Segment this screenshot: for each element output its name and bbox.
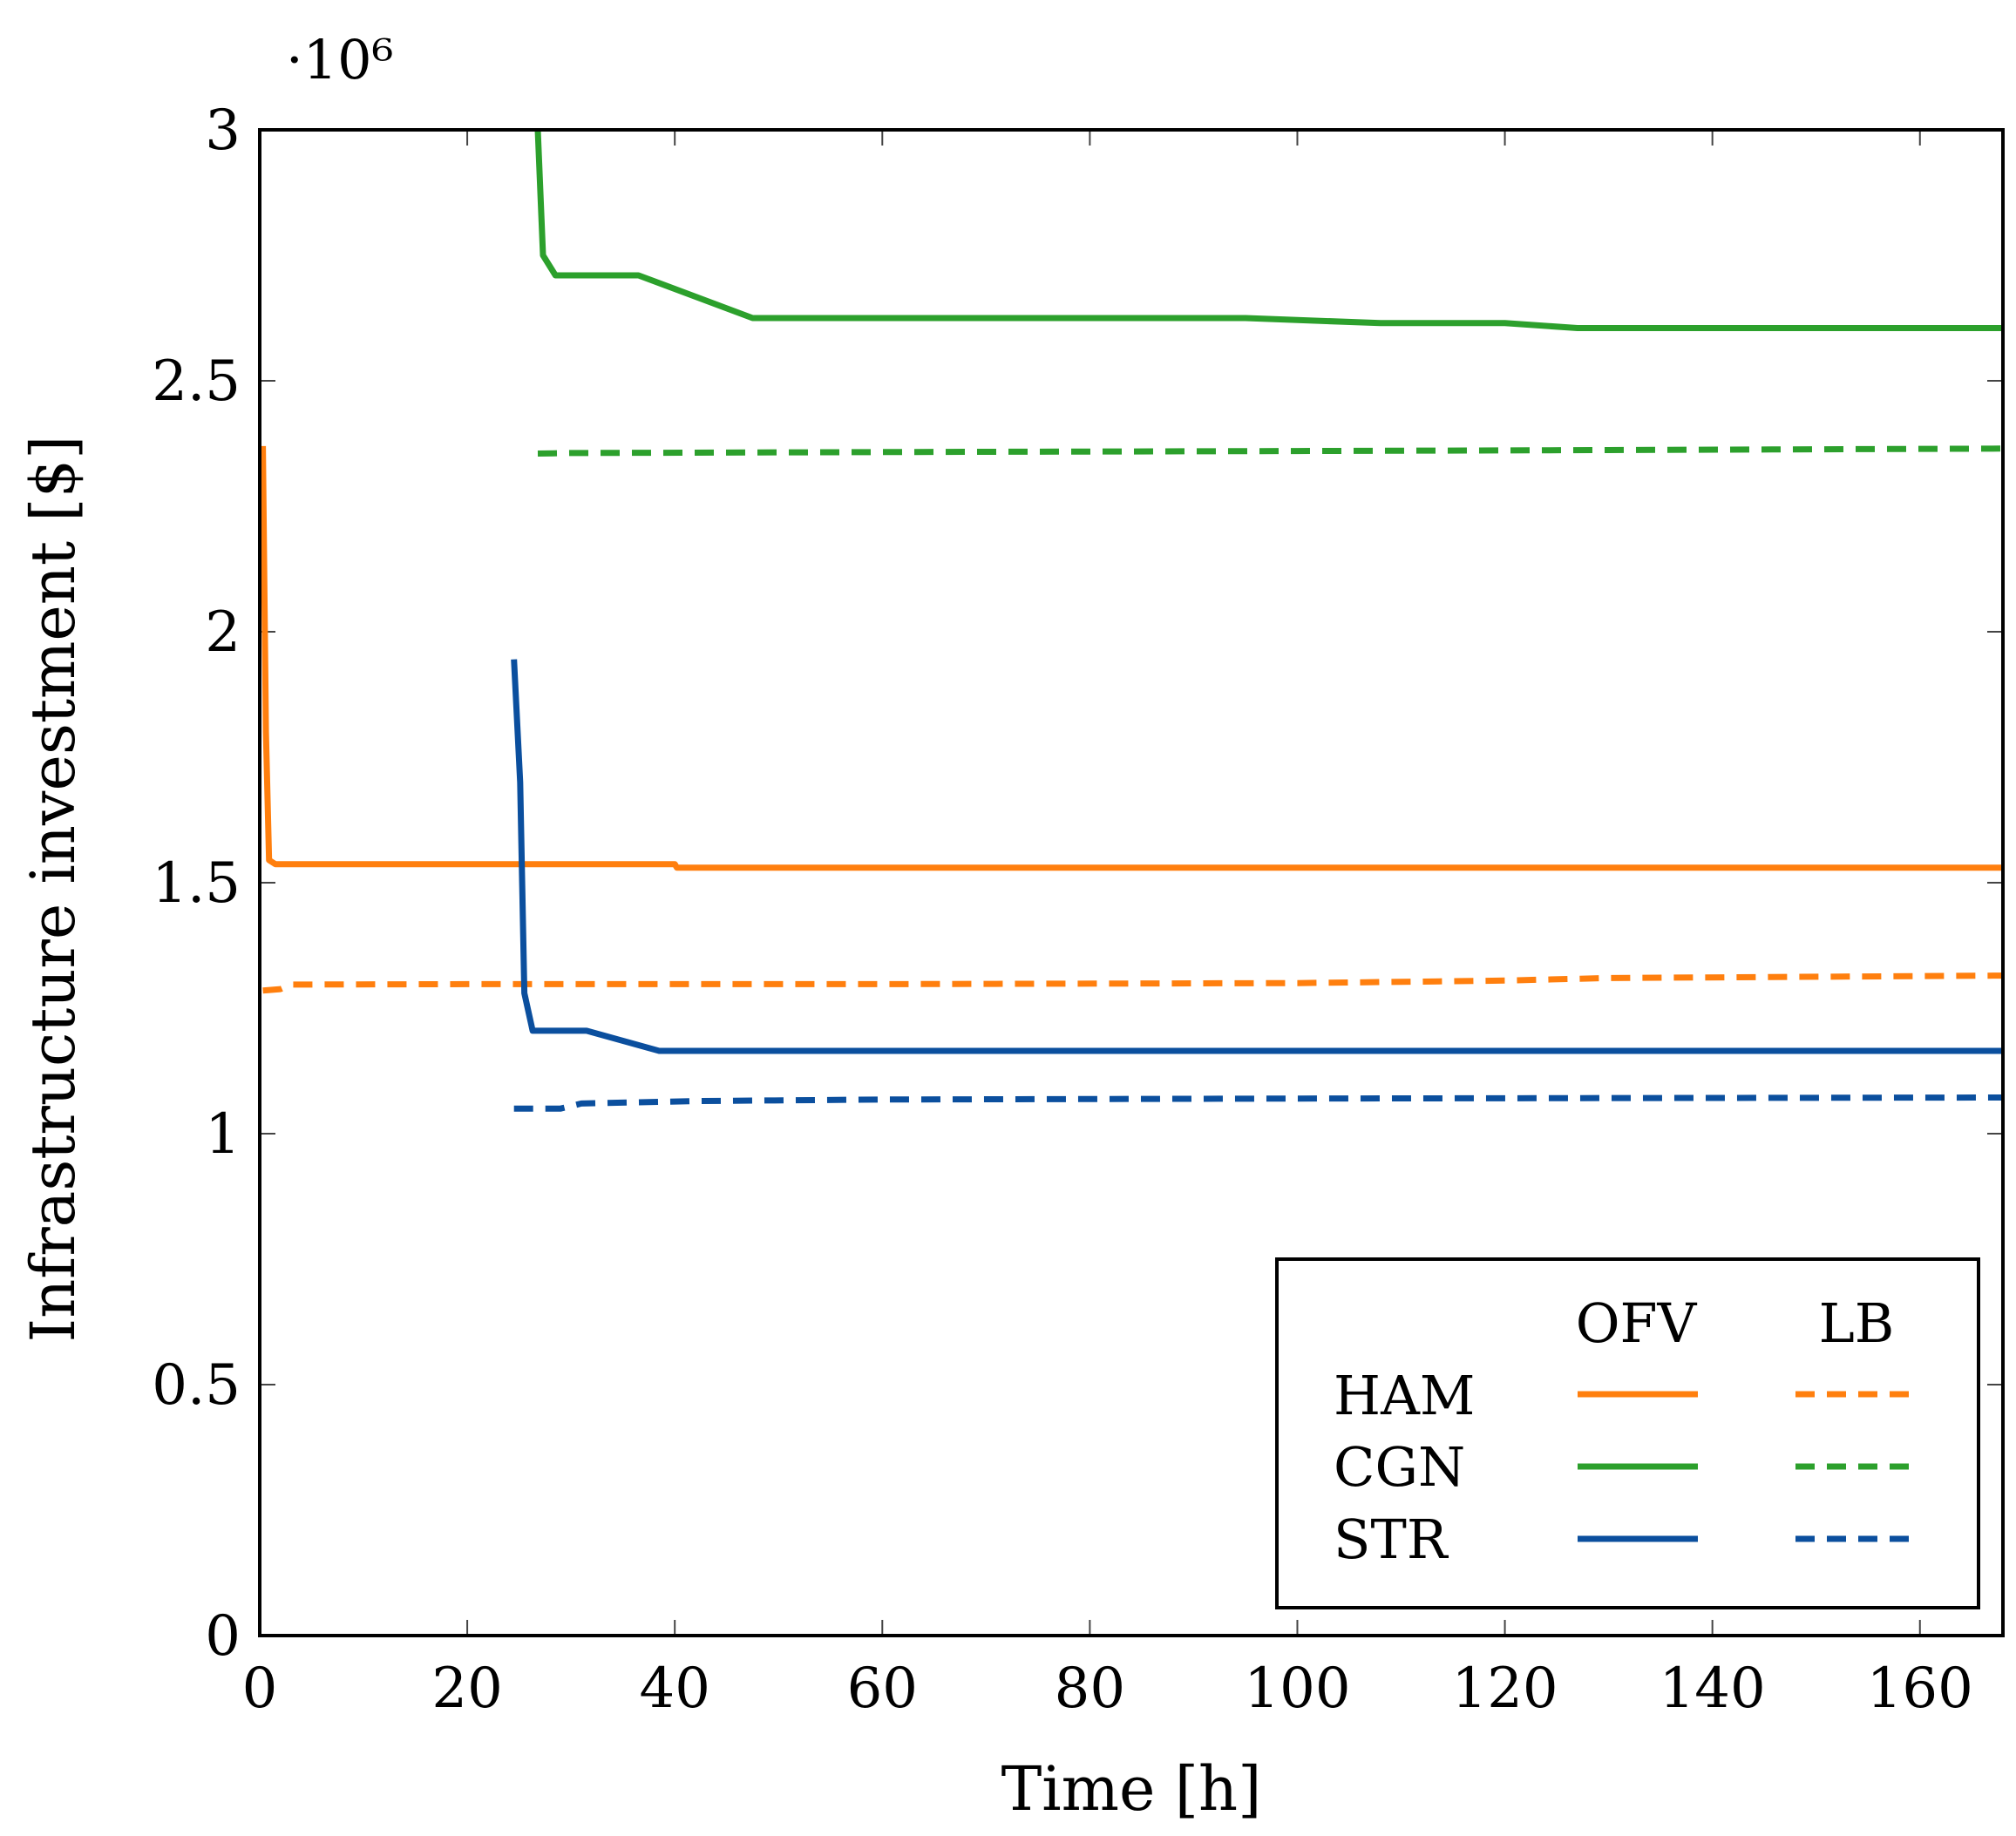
x-tick-labels: 0 20 40 60 80 100 120 140 160 [242, 1656, 1973, 1721]
x-tick-label: 100 [1244, 1656, 1350, 1721]
x-tick-label: 60 [847, 1656, 918, 1721]
series-line-cgn-lb [537, 445, 2004, 457]
x-tick-label: 140 [1660, 1656, 1766, 1721]
y-tick-label: 2 [205, 600, 241, 665]
x-tick-label: 20 [431, 1656, 502, 1721]
series-line-str-ofv [511, 659, 2003, 1054]
x-axis-label: Time [h] [1001, 1753, 1262, 1825]
y-tick-label: 3 [205, 98, 241, 163]
y-tick-labels: 0 0.5 1 1.5 2 2.5 3 [152, 98, 241, 1669]
x-tick-label: 160 [1867, 1656, 1973, 1721]
legend-header-lb: LB [1819, 1291, 1895, 1355]
legend: OFV LB HAM CGN STR [1275, 1257, 1980, 1609]
x-tick-label: 80 [1055, 1656, 1125, 1721]
legend-label-cgn: CGN [1334, 1435, 1465, 1499]
legend-label-ham: HAM [1334, 1364, 1475, 1427]
x-tick-label: 120 [1451, 1656, 1558, 1721]
y-axis-label: Infrastructure investment [$] [17, 436, 89, 1343]
y-tick-label: 2.5 [152, 349, 241, 414]
series-line-str-lb [513, 1094, 2004, 1112]
y-tick-label: 0 [205, 1604, 241, 1669]
y-tick-label: 0.5 [152, 1353, 241, 1418]
series-line-ham-ofv [260, 445, 2003, 871]
plot-frame [258, 128, 2005, 1637]
y-tick-label: 1 [205, 1102, 241, 1167]
legend-header-ofv: OFV [1576, 1291, 1698, 1355]
series-line-cgn-ofv [534, 129, 2003, 331]
legend-box [1275, 1257, 1980, 1609]
x-tick-label: 40 [639, 1656, 709, 1721]
y-tick-label: 1.5 [152, 851, 241, 916]
x-tick-label: 0 [242, 1656, 278, 1721]
legend-label-str: STR [1334, 1507, 1449, 1571]
y-scale-label: ·10⁶ [286, 28, 393, 91]
series-layer [260, 129, 2004, 1112]
